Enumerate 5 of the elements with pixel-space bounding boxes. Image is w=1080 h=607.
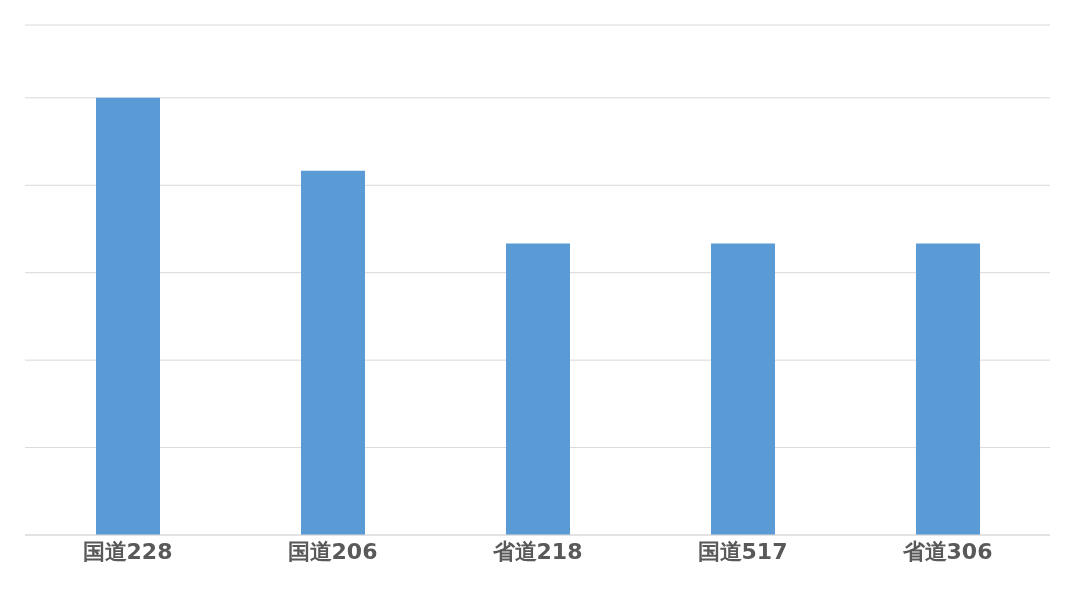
x-tick-label: 国道517 [697, 538, 788, 564]
x-tick-label: 国道206 [287, 538, 378, 564]
x-tick-label: 省道306 [901, 538, 993, 564]
x-tick-label: 省道218 [491, 538, 583, 564]
x-tick-label: 国道228 [82, 538, 173, 564]
